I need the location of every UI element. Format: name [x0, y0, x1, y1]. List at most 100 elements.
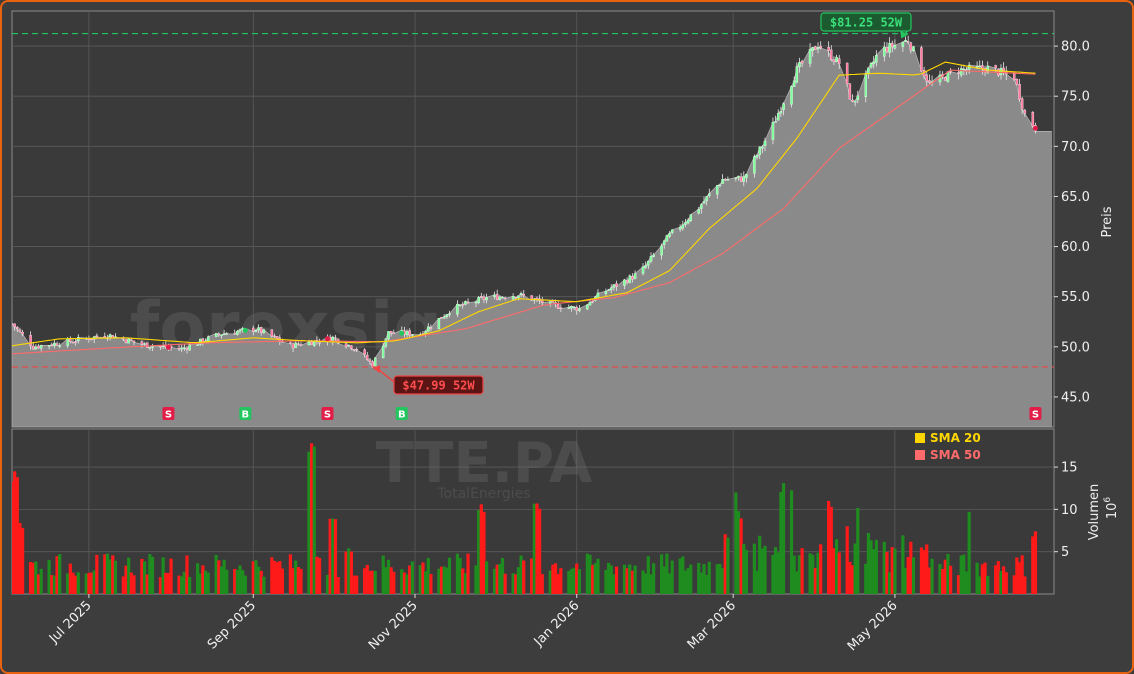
volume-bar: [479, 504, 483, 594]
legend-swatch-sma50: [915, 450, 925, 460]
volume-bar: [349, 551, 353, 594]
volume-exponent-sup: 6: [1103, 497, 1113, 503]
candle-body: [837, 58, 841, 65]
volume-bar: [986, 575, 990, 594]
high-52w-box: [820, 12, 912, 32]
candle-body: [652, 254, 655, 257]
price-axis-label: Preis: [1100, 206, 1115, 237]
volume-bar: [195, 563, 200, 594]
date-tick-label: Sep 2025: [205, 598, 259, 652]
volume-bar: [752, 543, 756, 594]
volume-bar: [834, 539, 839, 594]
reference-lines: [12, 26, 1054, 383]
volume-bar: [259, 570, 263, 594]
volume-bar: [426, 557, 430, 594]
candle-body: [790, 86, 793, 105]
candle-body: [130, 339, 133, 341]
volume-bar: [641, 570, 645, 594]
candle-body: [482, 296, 486, 300]
price-tick-label: 50.0: [1061, 340, 1090, 355]
volume-bar: [789, 490, 794, 594]
volume-bar: [169, 558, 173, 594]
candle-body: [853, 100, 857, 103]
volume-bar: [28, 561, 33, 594]
candle-body: [31, 345, 35, 350]
candle-body: [53, 342, 56, 346]
volume-bar: [832, 548, 836, 594]
candle-body: [291, 343, 295, 349]
candle-body: [721, 179, 724, 184]
candle-body: [456, 303, 459, 315]
volume-bar: [140, 558, 144, 594]
volume-bar: [885, 551, 889, 594]
volume-bar: [296, 567, 300, 594]
volume-bar: [370, 570, 375, 594]
candle-body: [668, 233, 671, 237]
volume-bar: [994, 565, 998, 594]
candle-body: [893, 44, 897, 49]
volume-bar: [447, 557, 452, 594]
candle-body: [363, 349, 366, 355]
candle-body: [238, 329, 242, 332]
volume-bar: [853, 543, 857, 594]
volume-bar: [943, 559, 947, 594]
price-tick-label: 45.0: [1061, 390, 1090, 405]
volume-bar: [463, 573, 467, 594]
volume-bar: [723, 534, 727, 594]
volume-bar: [866, 532, 871, 594]
volume-axis-label: Volumen: [1087, 484, 1102, 541]
sell-signal-marker: [162, 407, 175, 420]
candle-body: [872, 61, 875, 65]
volume-bar: [280, 568, 285, 594]
candle-body: [856, 95, 860, 100]
volume-bar: [996, 561, 1000, 594]
candle-body: [445, 314, 449, 317]
volume-bar: [516, 567, 521, 594]
volume-bar: [715, 564, 719, 594]
volume-bar: [222, 559, 226, 594]
candle-body: [689, 214, 693, 222]
candle-body: [334, 337, 337, 339]
signal-label: S: [165, 410, 172, 421]
candle-body: [883, 46, 886, 57]
volume-bar: [333, 519, 338, 594]
volume-bar: [365, 564, 369, 594]
volume-bar: [511, 573, 515, 594]
legend-swatch-sma20: [915, 433, 925, 443]
volume-bar: [622, 564, 627, 594]
candle-body: [1031, 112, 1035, 127]
candle-body: [678, 226, 682, 230]
candle-body: [222, 333, 226, 335]
volume-bar: [530, 558, 534, 594]
volume-bar: [760, 548, 764, 594]
candle-body: [670, 229, 674, 233]
volume-bar: [381, 555, 385, 594]
volume-bar: [591, 564, 595, 594]
volume-bar: [34, 561, 38, 594]
candle-body: [1012, 73, 1016, 81]
candle-body: [705, 196, 708, 202]
candle-body: [519, 293, 523, 295]
volume-bar: [670, 560, 674, 594]
candle-body: [440, 316, 443, 319]
candle-body: [946, 71, 950, 82]
candle-body: [21, 331, 24, 335]
candle-body: [753, 156, 756, 174]
volume-bar: [1004, 572, 1008, 594]
volume-bar: [74, 575, 78, 594]
volume-bar: [625, 568, 629, 594]
volume-bar: [596, 558, 600, 594]
volume-bar: [569, 568, 574, 594]
volume-bar: [559, 568, 563, 594]
candle-body: [609, 287, 613, 291]
volume-bar: [734, 492, 738, 594]
volume-bar: [888, 572, 892, 594]
volume-bar: [177, 575, 181, 594]
candle-body: [660, 245, 663, 256]
volume-bar: [492, 568, 497, 594]
volume-bar: [312, 446, 316, 594]
candle-body: [792, 80, 796, 87]
volume-bar: [792, 555, 796, 594]
volume-bar: [458, 557, 462, 594]
volume-bar: [646, 556, 650, 594]
